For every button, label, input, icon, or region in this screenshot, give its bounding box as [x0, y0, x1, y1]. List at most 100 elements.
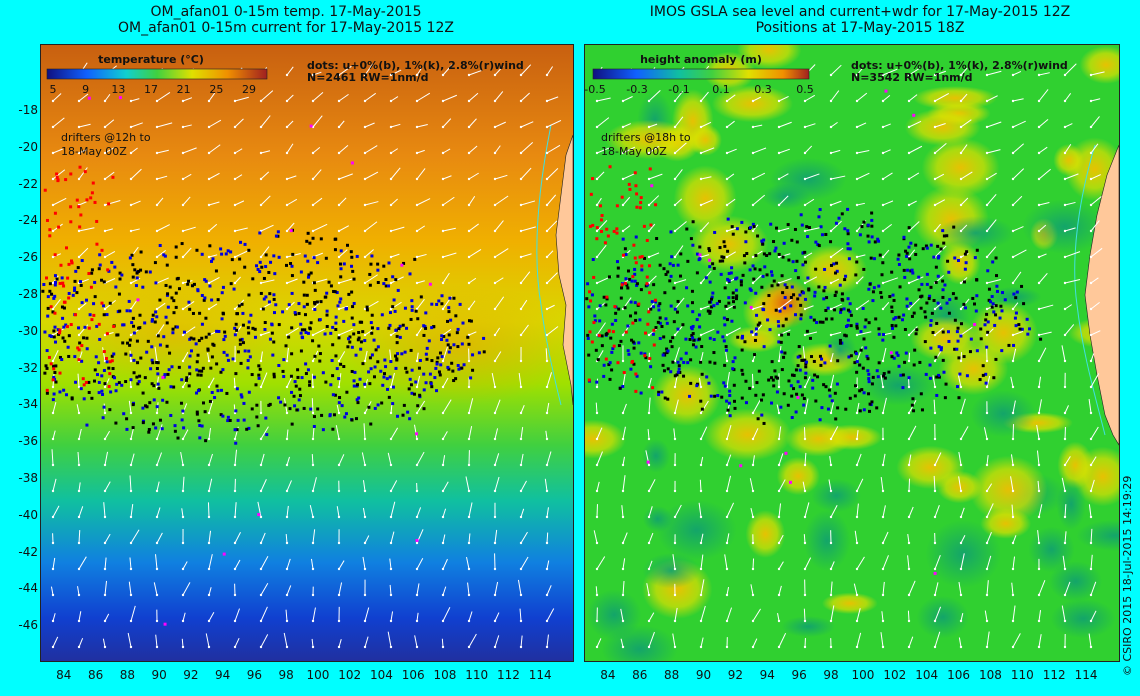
drifter-dot: [677, 364, 681, 368]
drifter-dot: [357, 336, 361, 340]
drifter-dot-wind: [615, 204, 619, 208]
drifter-dot: [880, 273, 884, 277]
current-arrow: [128, 400, 132, 414]
current-arrow: [674, 347, 680, 362]
drifter-dot: [80, 259, 84, 263]
current-arrow-base: [129, 619, 133, 623]
drifter-dot: [247, 331, 251, 335]
drifter-dot: [128, 256, 132, 260]
drifter-dot: [870, 235, 874, 239]
drifter-dot: [819, 363, 823, 367]
current-arrow: [52, 253, 62, 258]
drifter-dot: [780, 333, 784, 337]
drifter-dot-wind: [634, 389, 638, 393]
drifter-dot: [155, 366, 159, 370]
drifter-dot: [201, 401, 205, 405]
drifter-dot: [121, 323, 125, 327]
current-arrow: [52, 350, 59, 362]
drifter-dot: [211, 257, 215, 261]
drifter-dot: [239, 361, 243, 365]
current-arrow-base: [907, 463, 911, 467]
current-arrow-base: [855, 463, 859, 467]
current-arrow-base: [259, 307, 263, 311]
current-arrow: [752, 194, 766, 206]
sea-level-legend-ticks: -0.5 -0.3 -0.1 0.1 0.3 0.5: [585, 83, 814, 96]
drifter-dot: [46, 295, 50, 299]
drifter-dot: [848, 396, 852, 400]
current-arrow: [622, 225, 631, 232]
drifter-dot: [666, 270, 670, 274]
current-arrow-base: [519, 229, 523, 233]
current-arrow-base: [311, 593, 315, 597]
drifter-dot: [127, 299, 131, 303]
current-arrow: [104, 119, 115, 128]
left-drifter-note-2: 18-May 00Z: [61, 145, 127, 158]
current-arrow: [442, 377, 449, 388]
current-arrow-base: [621, 489, 625, 493]
current-arrow-base: [1089, 203, 1093, 207]
current-arrow-base: [725, 619, 729, 623]
current-arrow-base: [699, 151, 703, 155]
drifter-dot: [80, 359, 84, 363]
current-arrow-base: [519, 281, 523, 285]
drifter-dot: [270, 322, 274, 326]
current-arrow: [700, 305, 710, 310]
drifter-dot: [331, 343, 335, 347]
current-arrow-base: [493, 593, 497, 597]
drifter-dot: [862, 220, 866, 224]
current-arrow: [700, 400, 709, 414]
drifter-dot: [482, 336, 486, 340]
drifter-dot-wind: [605, 295, 609, 299]
current-arrow: [854, 530, 858, 544]
sea-level-anomaly-field: [585, 45, 1119, 661]
current-arrow-base: [545, 229, 549, 233]
drifter-dot: [607, 275, 611, 279]
drifter-dot: [975, 278, 979, 282]
current-arrow-base: [311, 463, 315, 467]
current-arrow: [622, 373, 626, 388]
drifter-dot: [863, 325, 867, 329]
current-arrow: [338, 560, 345, 570]
current-arrow-base: [285, 307, 289, 311]
current-arrow: [130, 98, 140, 102]
current-arrow-base: [337, 99, 341, 103]
drifter-dot: [166, 292, 170, 296]
drifter-dot: [53, 280, 57, 284]
drifter-dot-wind: [45, 218, 49, 222]
drifter-dot: [971, 296, 975, 300]
current-arrow-base: [803, 515, 807, 519]
drifter-dot: [670, 345, 674, 349]
drifter-dot: [298, 387, 302, 391]
drifter-dot: [102, 405, 106, 409]
current-arrow-base: [207, 125, 211, 129]
current-arrow-base: [1037, 99, 1041, 103]
drifter-dot: [93, 368, 97, 372]
anomaly-patch: [910, 316, 980, 362]
drifter-dot: [780, 350, 784, 354]
lon-tick-label: 98: [278, 668, 294, 682]
drifter-dot: [730, 319, 734, 323]
current-arrow-base: [647, 151, 651, 155]
drifter-dot: [833, 293, 837, 297]
current-arrow-base: [337, 411, 341, 415]
drifter-dot: [387, 326, 391, 330]
current-arrow: [856, 503, 859, 518]
drifter-dot-wind: [69, 172, 73, 176]
drifter-dot: [457, 367, 461, 371]
current-arrow-base: [907, 333, 911, 337]
drifter-dot: [770, 273, 774, 277]
drifter-dot: [903, 275, 907, 279]
current-arrow: [882, 301, 890, 310]
current-arrow-base: [881, 515, 885, 519]
drifter-dot: [139, 250, 143, 254]
drifter-dot: [633, 301, 637, 305]
drifter-dot: [672, 286, 676, 290]
drifter-dot: [914, 243, 918, 247]
current-arrow-base: [285, 177, 289, 181]
drifter-dot: [700, 407, 704, 411]
drifter-dot: [923, 340, 927, 344]
current-arrow-base: [1037, 645, 1041, 649]
current-arrow-base: [51, 593, 55, 597]
current-arrow: [546, 144, 561, 154]
drifter-dot: [675, 373, 679, 377]
